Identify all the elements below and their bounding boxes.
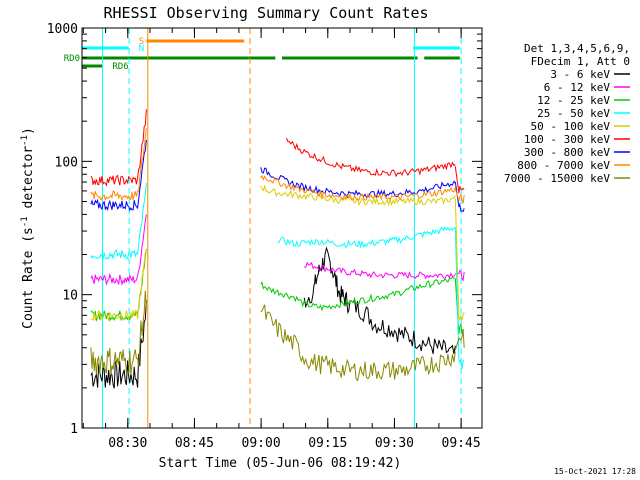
series-line-3-6-kev xyxy=(303,246,456,355)
chart-title: RHESSI Observing Summary Count Rates xyxy=(103,4,428,22)
y-tick-label: 100 xyxy=(55,155,78,170)
legend-label-3-6-kev: 3 - 6 keV xyxy=(550,68,610,81)
legend-label-100-300-kev: 100 - 300 keV xyxy=(524,133,610,146)
series-group xyxy=(90,109,465,389)
legend-label-7000-15000-kev: 7000 - 15000 keV xyxy=(504,172,610,185)
y-tick-label: 1000 xyxy=(47,22,78,37)
series-line-50-100-kev xyxy=(260,184,456,207)
series-post-7000-15000-kev xyxy=(454,329,465,351)
series-300-800-kev xyxy=(90,139,465,213)
x-tick-label: 08:45 xyxy=(175,436,214,451)
y-axis: 1 10 100 1000 xyxy=(47,22,482,437)
series-post-100-300-kev xyxy=(454,166,465,194)
series-100-300-kev xyxy=(90,109,465,194)
x-tick-label: 09:00 xyxy=(242,436,281,451)
series-post-6-12-kev xyxy=(455,269,465,282)
series-6-12-kev xyxy=(90,214,465,287)
series-pre-6-12-kev xyxy=(90,214,147,287)
series-post-12-25-kev xyxy=(454,278,465,334)
flag-label-rd6: RD6 xyxy=(112,62,128,72)
series-post-300-800-kev xyxy=(454,181,465,213)
y-label-sup: -1 xyxy=(20,216,30,227)
legend-label-50-100-kev: 50 - 100 keV xyxy=(531,120,611,133)
legend-label-800-7000-kev: 800 - 7000 keV xyxy=(517,159,610,172)
legend: Det 1,3,4,5,6,9,FDecim 1, Att 03 - 6 keV… xyxy=(504,42,630,185)
series-line-7000-15000-kev xyxy=(260,304,456,382)
y-label-end: ) xyxy=(21,127,36,135)
series-50-100-kev xyxy=(90,184,465,322)
series-25-50-kev xyxy=(90,183,465,370)
series-pre-7000-15000-kev xyxy=(90,290,147,375)
flag-bars: SN RD0 RD6 xyxy=(64,37,460,72)
series-800-7000-kev xyxy=(90,128,465,204)
series-post-800-7000-kev xyxy=(454,188,465,204)
series-line-12-25-kev xyxy=(260,277,456,312)
y-label-main: Count Rate (s xyxy=(21,227,36,329)
series-line-25-50-kev xyxy=(277,226,456,249)
x-tick-label: 09:30 xyxy=(375,436,414,451)
series-line-300-800-kev xyxy=(260,167,456,199)
y-tick-label: 10 xyxy=(62,289,78,304)
series-line-800-7000-kev xyxy=(260,174,456,202)
y-label-mid: detector xyxy=(21,146,36,217)
x-axis: 08:30 08:45 09:00 09:15 09:30 09:45 xyxy=(82,28,481,451)
timestamp: 15-Oct-2021 17:28 xyxy=(554,467,636,476)
series-post-50-100-kev xyxy=(454,198,465,322)
x-axis-label: Start Time (05-Jun-06 08:19:42) xyxy=(159,456,402,471)
series-pre-25-50-kev xyxy=(90,183,147,261)
flag-label-rd0: RD0 xyxy=(64,54,80,64)
legend-label-12-25-kev: 12 - 25 keV xyxy=(537,94,610,107)
series-line-100-300-kev xyxy=(285,137,456,178)
y-axis-label: Count Rate (s-1 detector-1) xyxy=(20,127,36,329)
series-post-25-50-kev xyxy=(454,227,465,370)
plot-frame xyxy=(81,27,483,429)
x-tick-label: 09:45 xyxy=(442,436,481,451)
series-pre-100-300-kev xyxy=(90,109,147,187)
x-tick-label: 09:15 xyxy=(308,436,347,451)
y-tick-label: 1 xyxy=(70,422,78,437)
legend-header-line: FDecim 1, Att 0 xyxy=(531,55,630,68)
series-pre-300-800-kev xyxy=(90,139,147,212)
series-pre-800-7000-kev xyxy=(90,128,147,202)
y-label-sup2: -1 xyxy=(20,135,30,146)
legend-label-25-50-kev: 25 - 50 keV xyxy=(537,107,610,120)
legend-header-line: Det 1,3,4,5,6,9, xyxy=(524,42,630,55)
legend-label-6-12-kev: 6 - 12 keV xyxy=(544,81,611,94)
flag-label-s: S xyxy=(139,37,144,47)
flag-label-n: N xyxy=(139,44,144,54)
series-line-6-12-kev xyxy=(304,261,456,280)
legend-label-300-800-kev: 300 - 800 keV xyxy=(524,146,610,159)
series-pre-50-100-kev xyxy=(90,250,147,322)
x-tick-label: 08:30 xyxy=(108,436,147,451)
series-7000-15000-kev xyxy=(90,290,465,382)
